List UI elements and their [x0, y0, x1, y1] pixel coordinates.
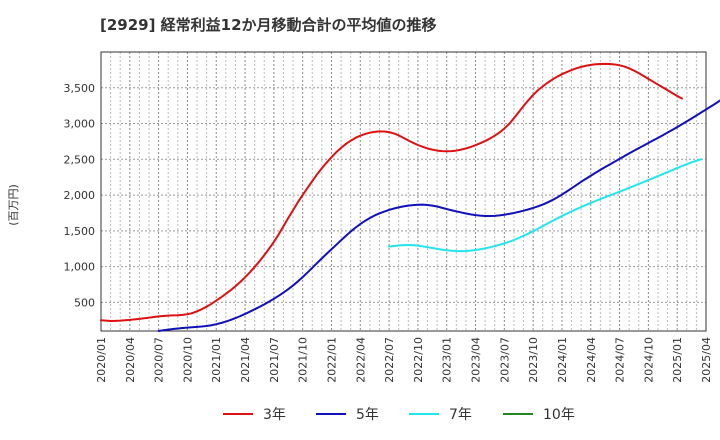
x-tick-label: 2020/01 [95, 337, 108, 383]
x-tick-label: 2022/10 [412, 337, 425, 383]
y-axis: 500 1,000 1,500 2,000 2,500 3,000 3,500 [64, 82, 96, 310]
x-tick-label: 2022/07 [383, 337, 396, 383]
x-tick-label: 2021/01 [210, 337, 223, 383]
x-tick-label: 2024/10 [642, 337, 655, 383]
gridlines [101, 52, 706, 331]
chart-title: [2929] 経常利益12か月移動合計の平均値の推移 [100, 16, 437, 34]
x-tick-label: 2024/01 [556, 337, 569, 383]
legend-label: 10年 [543, 407, 575, 423]
x-tick-label: 2022/04 [354, 337, 367, 383]
x-tick-label: 2023/10 [527, 337, 540, 383]
x-tick-label: 2021/10 [297, 337, 310, 383]
y-tick-label: 1,500 [64, 225, 96, 238]
legend-label: 5年 [356, 407, 379, 423]
legend: 3年 5年 7年 10年 [223, 407, 575, 423]
series-line-3年 [100, 62, 683, 322]
legend-label: 7年 [449, 407, 472, 423]
x-tick-label: 2021/07 [268, 337, 281, 383]
x-tick-label: 2020/10 [181, 337, 194, 383]
y-tick-label: 3,500 [64, 82, 96, 95]
y-tick-label: 500 [74, 296, 95, 309]
y-tick-label: 2,500 [64, 153, 96, 166]
y-tick-label: 1,000 [64, 261, 96, 274]
y-axis-label: (百万円) [7, 184, 20, 226]
x-tick-label: 2025/04 [700, 337, 713, 383]
x-tick-label: 2023/01 [441, 337, 454, 383]
x-tick-label: 2023/07 [498, 337, 511, 383]
x-tick-label: 2020/04 [124, 337, 137, 383]
series-line-5年 [157, 99, 720, 332]
plot-area [100, 51, 707, 332]
x-tick-label: 2025/01 [671, 337, 684, 383]
legend-label: 3年 [263, 407, 286, 423]
x-tick-label: 2020/07 [153, 337, 166, 383]
series-lines [100, 62, 720, 332]
x-axis: 2020/01 2020/04 2020/07 2020/10 2021/01 2021/… [95, 337, 713, 383]
x-tick-label: 2024/04 [585, 337, 598, 383]
x-tick-label: 2022/01 [325, 337, 338, 383]
x-tick-label: 2023/04 [470, 337, 483, 383]
y-tick-label: 2,000 [64, 189, 96, 202]
x-tick-label: 2021/04 [239, 337, 252, 383]
series-line-7年 [388, 158, 703, 253]
y-tick-label: 3,000 [64, 118, 96, 131]
x-tick-label: 2024/07 [614, 337, 627, 383]
